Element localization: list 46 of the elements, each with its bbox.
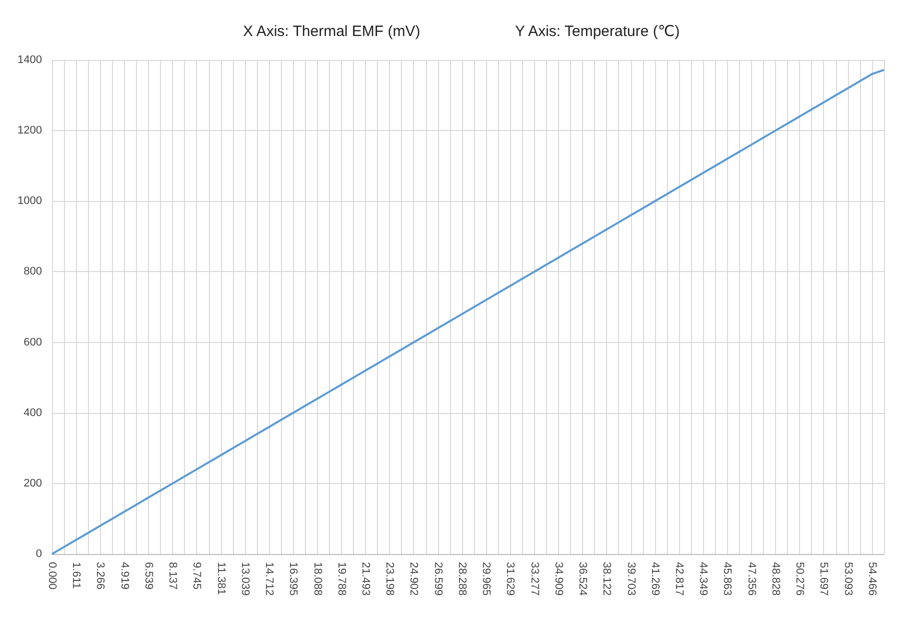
- x-tick-label: 44.349: [697, 562, 710, 596]
- x-axis-title: X Axis: Thermal EMF (mV): [243, 23, 420, 40]
- x-tick-label: 41.269: [648, 562, 661, 596]
- x-tick-label: 45.863: [721, 562, 734, 596]
- y-tick-label: 200: [24, 477, 42, 490]
- x-tick-label: 26.599: [432, 562, 444, 596]
- x-tick-label: 53.093: [842, 562, 854, 596]
- x-tick-label: 42.817: [673, 562, 686, 596]
- y-axis-title: Y Axis: Temperature (℃): [515, 23, 680, 40]
- x-tick-label: 28.288: [456, 562, 468, 596]
- x-tick-label: 21.493: [360, 562, 372, 596]
- x-tick-label: 33.277: [528, 562, 540, 596]
- x-tick-label: 11.381: [214, 562, 227, 595]
- y-tick-label: 1400: [18, 54, 42, 66]
- y-tick-label: 600: [24, 336, 42, 348]
- y-tick-label: 1000: [18, 195, 42, 208]
- y-tick-label: 400: [24, 406, 42, 419]
- x-tick-label: 16.395: [287, 562, 300, 596]
- x-tick-label: 1.611: [70, 562, 82, 589]
- line-series: [51, 68, 885, 555]
- x-tick-label: 36.524: [576, 562, 589, 596]
- x-tick-label: 31.629: [504, 562, 516, 596]
- x-tick-label: 18.088: [311, 562, 324, 596]
- x-tick-label: 34.909: [552, 562, 564, 596]
- x-tick-label: 13.039: [238, 562, 251, 596]
- x-tick-label: 24.902: [408, 562, 420, 596]
- x-tick-label: 54.466: [866, 562, 878, 596]
- x-tick-label: 47.356: [745, 562, 758, 596]
- x-tick-label: 4.919: [118, 562, 130, 590]
- x-tick-label: 39.703: [624, 562, 637, 596]
- x-tick-label: 50.276: [794, 562, 806, 596]
- x-tick-label: 3.266: [94, 562, 106, 590]
- x-tick-label: 19.788: [335, 562, 348, 596]
- x-tick-label: 23.198: [384, 562, 396, 596]
- x-tick-label: 6.539: [142, 562, 154, 590]
- x-tick-label: 8.137: [166, 562, 179, 590]
- x-tick-label: 29.965: [480, 562, 492, 596]
- x-tick-label: 9.745: [190, 562, 203, 590]
- x-tick-label: 51.697: [818, 562, 830, 596]
- y-tick-label: 0: [36, 548, 42, 560]
- x-tick-label: 0.000: [46, 562, 58, 590]
- y-tick-label: 1200: [18, 124, 42, 137]
- y-tick-label: 800: [24, 266, 42, 278]
- x-tick-label: 48.828: [769, 562, 782, 596]
- x-tick-label: 38.122: [600, 562, 613, 596]
- x-tick-label: 14.712: [263, 562, 276, 596]
